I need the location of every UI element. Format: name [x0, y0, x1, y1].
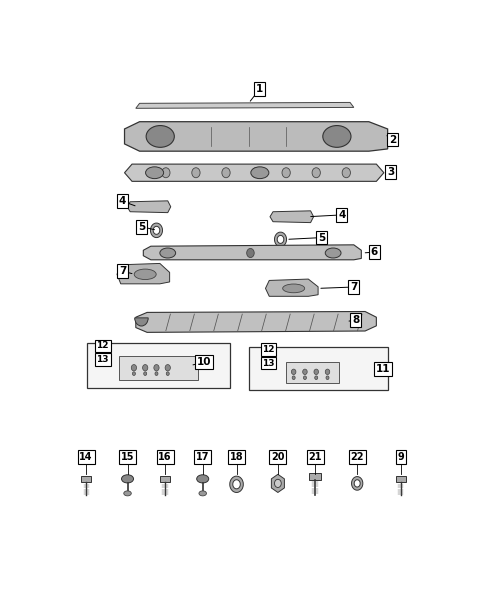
Bar [81, 476, 91, 482]
Circle shape [153, 365, 159, 371]
Text: 9: 9 [396, 452, 403, 462]
Polygon shape [265, 279, 318, 296]
Circle shape [291, 369, 295, 375]
Circle shape [325, 369, 329, 375]
Circle shape [143, 372, 146, 375]
Text: 8: 8 [351, 315, 359, 325]
Circle shape [302, 369, 306, 375]
Circle shape [132, 372, 135, 375]
Polygon shape [117, 263, 169, 284]
Circle shape [314, 376, 317, 379]
Circle shape [131, 365, 136, 371]
Circle shape [166, 372, 169, 375]
Ellipse shape [198, 491, 206, 496]
Text: 12: 12 [262, 345, 274, 354]
Text: 3: 3 [386, 167, 393, 177]
Circle shape [155, 372, 158, 375]
Text: 5: 5 [318, 233, 325, 243]
Polygon shape [136, 102, 353, 108]
Text: 10: 10 [197, 358, 211, 368]
Circle shape [251, 168, 260, 178]
Polygon shape [136, 312, 376, 332]
Text: 13: 13 [262, 359, 274, 368]
Circle shape [221, 168, 230, 178]
Circle shape [313, 369, 318, 375]
Text: 1: 1 [256, 84, 263, 94]
Circle shape [341, 168, 350, 178]
Text: 13: 13 [96, 355, 109, 364]
FancyBboxPatch shape [119, 356, 197, 380]
Circle shape [246, 249, 254, 257]
Wedge shape [135, 318, 148, 326]
Bar [395, 476, 405, 482]
Circle shape [281, 168, 290, 178]
Text: 7: 7 [349, 282, 357, 292]
FancyBboxPatch shape [248, 348, 387, 391]
Ellipse shape [145, 167, 163, 178]
Polygon shape [143, 245, 361, 260]
Circle shape [325, 376, 328, 379]
FancyBboxPatch shape [286, 362, 338, 383]
Ellipse shape [325, 248, 340, 258]
Circle shape [274, 479, 281, 488]
Ellipse shape [197, 475, 208, 483]
Text: 17: 17 [196, 452, 209, 462]
Bar [309, 474, 321, 480]
Polygon shape [270, 211, 313, 223]
Text: 16: 16 [158, 452, 171, 462]
Text: 15: 15 [121, 452, 134, 462]
Polygon shape [124, 164, 383, 181]
Ellipse shape [121, 475, 133, 483]
Ellipse shape [123, 491, 131, 496]
Text: 2: 2 [388, 135, 395, 145]
Ellipse shape [160, 248, 175, 258]
Text: 14: 14 [79, 452, 93, 462]
Text: 18: 18 [229, 452, 243, 462]
Circle shape [303, 376, 306, 379]
Circle shape [291, 376, 295, 379]
Text: 7: 7 [119, 266, 126, 276]
Bar [160, 476, 170, 482]
FancyBboxPatch shape [87, 343, 229, 388]
Text: 5: 5 [137, 221, 145, 231]
Ellipse shape [282, 284, 304, 293]
Circle shape [161, 168, 170, 178]
Polygon shape [124, 122, 387, 151]
Text: 20: 20 [271, 452, 284, 462]
Text: 6: 6 [370, 247, 378, 257]
Circle shape [142, 365, 148, 371]
Text: 12: 12 [96, 342, 109, 350]
Circle shape [165, 365, 170, 371]
Circle shape [311, 168, 320, 178]
Text: 4: 4 [119, 196, 126, 206]
Text: 22: 22 [350, 452, 363, 462]
Polygon shape [127, 201, 170, 213]
Circle shape [191, 168, 200, 178]
Text: 21: 21 [308, 452, 321, 462]
Ellipse shape [250, 167, 268, 178]
Text: 4: 4 [337, 210, 345, 220]
Ellipse shape [322, 125, 350, 147]
Ellipse shape [134, 269, 156, 280]
Ellipse shape [146, 125, 174, 147]
Polygon shape [271, 474, 284, 492]
Text: 11: 11 [375, 364, 390, 374]
